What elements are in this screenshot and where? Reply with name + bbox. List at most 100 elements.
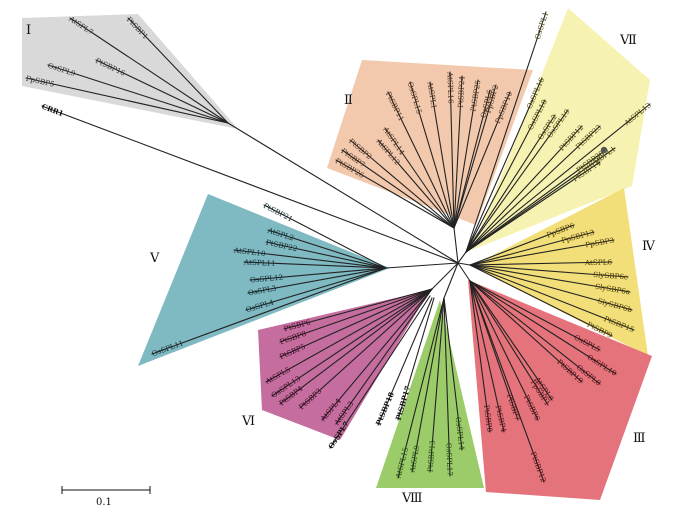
branch-ii-12 — [453, 84, 497, 229]
branch-v-7 — [245, 267, 387, 311]
clade-region-viii — [376, 300, 484, 488]
branch-iii-0 — [469, 280, 601, 351]
branch-vii-2 — [465, 99, 546, 253]
branch-i-3 — [47, 64, 229, 124]
branch-unassigned-2 — [377, 297, 433, 426]
leaf-label: AtSPL16 — [445, 71, 455, 104]
leaf-label: OsSPL12 — [250, 273, 284, 285]
leaf-label: OsSPL1 — [533, 11, 551, 41]
branch-iii-8 — [469, 280, 491, 433]
branch-ii-2 — [349, 139, 455, 229]
marker-dot — [600, 146, 608, 154]
clade-region-iii — [468, 280, 652, 500]
scale-bar-label: 0.1 — [96, 497, 112, 508]
branch-v-0 — [263, 204, 387, 269]
branch-iii-4 — [469, 280, 553, 401]
branch-vi-7 — [321, 288, 433, 421]
branch-vii-6 — [465, 125, 601, 253]
clade-label-vii: Ⅶ — [619, 33, 637, 48]
branch-v-3 — [233, 249, 387, 269]
clade-region-vi — [258, 290, 430, 440]
branch-ii-4 — [384, 127, 455, 229]
branch-vii-0 — [465, 11, 547, 253]
clade-label-iii: Ⅲ — [633, 431, 646, 446]
branch-unassigned-0 — [41, 105, 459, 264]
branch-stem-vii — [457, 251, 467, 264]
branch-i-2 — [95, 59, 229, 124]
branch-stem-iv — [457, 262, 471, 266]
branch-v-2 — [265, 241, 387, 269]
branch-v-6 — [247, 267, 387, 294]
branch-i-0 — [69, 17, 229, 124]
branch-vi-5 — [279, 288, 433, 405]
branch-ii-1 — [341, 149, 455, 229]
branch-stem-i — [227, 122, 459, 264]
leaf-label: PtSBP24 — [456, 75, 467, 108]
branch-viii-4 — [443, 297, 463, 451]
leaf-label: AtSPL11 — [243, 257, 276, 267]
leaf-label-unassigned: PtSBP18 — [374, 391, 396, 427]
branch-ii-0 — [335, 159, 455, 229]
branch-vi-0 — [283, 288, 433, 330]
clade-region-vii — [472, 8, 650, 250]
branch-vii-9 — [465, 151, 604, 253]
branch-vii-5 — [465, 125, 583, 253]
branch-iii-5 — [469, 280, 549, 406]
clade-region-ii — [327, 60, 533, 225]
branch-iii-10 — [469, 280, 545, 483]
branch-v-4 — [243, 261, 387, 269]
branch-ii-11 — [453, 89, 491, 229]
branch-vii-10 — [465, 161, 601, 253]
branch-i-4 — [25, 77, 229, 124]
clade-label-viii: Ⅷ — [401, 491, 422, 506]
leaf-label: OsSPL17 — [444, 443, 454, 477]
branch-stem-vi — [431, 262, 459, 290]
branch-iv-2 — [469, 239, 615, 266]
clade-label-i: Ⅰ — [26, 23, 31, 38]
clade-label-vi: Ⅵ — [241, 414, 255, 429]
branch-vi-1 — [279, 288, 433, 343]
branch-vi-2 — [279, 288, 433, 358]
branch-iv-1 — [469, 231, 595, 266]
clade-region-v — [138, 194, 390, 366]
branch-iv-0 — [469, 224, 575, 266]
branch-ii-13 — [453, 91, 511, 229]
branch-stem-v — [385, 262, 459, 269]
clade-label-v: Ⅴ — [149, 251, 160, 266]
branch-v-5 — [249, 267, 387, 281]
branch-ii-6 — [409, 81, 455, 229]
branch-iv-4 — [469, 264, 629, 278]
branch-vi-3 — [265, 288, 433, 383]
branch-iii-3 — [469, 280, 583, 383]
branch-v-8 — [151, 267, 387, 355]
branch-ii-5 — [387, 91, 455, 229]
branch-vii-3 — [465, 114, 556, 253]
branch-viii-3 — [443, 297, 451, 477]
clade-label-iv: Ⅳ — [642, 239, 656, 254]
branch-iii-9 — [469, 280, 539, 421]
branch-iii-7 — [469, 280, 505, 433]
branch-viii-1 — [411, 297, 445, 473]
branch-viii-2 — [429, 297, 445, 473]
branch-ii-8 — [449, 71, 455, 229]
branch-stem-viii — [443, 262, 459, 299]
leaf-label: SlySBP6c — [593, 270, 629, 282]
branch-vi-6 — [299, 288, 433, 409]
branch-ii-7 — [429, 81, 455, 229]
branch-vi-8 — [335, 288, 433, 425]
branch-viii-0 — [397, 297, 445, 479]
branch-iii-1 — [469, 280, 617, 375]
branch-ii-3 — [377, 139, 455, 229]
branch-unassigned-1 — [329, 295, 431, 449]
branch-iv-7 — [469, 264, 635, 331]
branch-ii-10 — [453, 79, 479, 229]
leaf-label: AtSPL6 — [584, 257, 613, 267]
branch-v-1 — [267, 229, 387, 269]
leaf-label-unassigned: CRR1 — [40, 102, 64, 118]
branch-iv-5 — [469, 264, 631, 293]
branch-iii-2 — [469, 280, 601, 385]
clade-region-i — [22, 14, 238, 129]
branch-vii-4 — [465, 109, 569, 253]
branch-iv-8 — [469, 264, 613, 337]
